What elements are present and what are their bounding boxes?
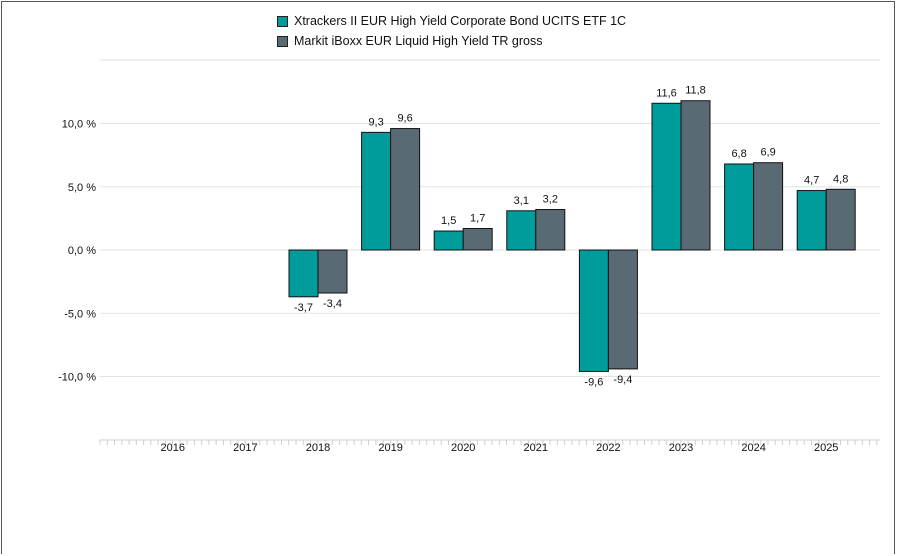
bar bbox=[724, 163, 755, 251]
y-tick-label: 5,0 % bbox=[68, 182, 96, 194]
bar bbox=[535, 209, 566, 251]
data-label: 3,2 bbox=[543, 194, 558, 206]
x-tick-label: 2017 bbox=[233, 442, 257, 454]
bar bbox=[462, 227, 493, 251]
bar bbox=[433, 230, 464, 251]
legend-item-index: Markit iBoxx EUR Liquid High Yield TR gr… bbox=[277, 31, 626, 51]
data-label: 1,7 bbox=[470, 212, 485, 224]
x-tick-label: 2021 bbox=[524, 442, 548, 454]
data-label: 6,8 bbox=[731, 148, 746, 160]
bar bbox=[680, 100, 711, 251]
data-label: 9,3 bbox=[368, 116, 383, 128]
x-tick-label: 2024 bbox=[741, 442, 765, 454]
bar bbox=[651, 102, 682, 251]
bar bbox=[578, 249, 609, 372]
x-tick-label: 2018 bbox=[306, 442, 330, 454]
bar bbox=[825, 188, 856, 251]
x-tick-label: 2020 bbox=[451, 442, 475, 454]
legend: Xtrackers II EUR High Yield Corporate Bo… bbox=[277, 11, 626, 51]
x-tick-label: 2023 bbox=[669, 442, 693, 454]
data-label: -9,6 bbox=[584, 376, 603, 388]
data-label: 11,8 bbox=[685, 85, 706, 97]
bar bbox=[288, 249, 319, 298]
legend-swatch-index bbox=[277, 35, 288, 47]
data-label: 3,1 bbox=[514, 195, 529, 207]
bar bbox=[361, 131, 392, 251]
y-tick-label: -10,0 % bbox=[58, 372, 96, 384]
data-label: -3,4 bbox=[323, 298, 342, 310]
y-tick-label: -5,0 % bbox=[64, 308, 96, 320]
y-tick-label: 0,0 % bbox=[68, 245, 96, 257]
data-label: 11,6 bbox=[656, 87, 677, 99]
data-label: 9,6 bbox=[397, 113, 412, 125]
data-label: 4,8 bbox=[833, 173, 848, 185]
data-label: 1,5 bbox=[441, 215, 456, 227]
data-label: -9,4 bbox=[613, 374, 632, 386]
legend-swatch-fund bbox=[277, 15, 288, 27]
bar bbox=[796, 190, 827, 251]
x-tick-label: 2019 bbox=[378, 442, 402, 454]
y-tick-label: 10,0 % bbox=[62, 119, 96, 131]
legend-item-fund: Xtrackers II EUR High Yield Corporate Bo… bbox=[277, 11, 626, 31]
data-label: -3,7 bbox=[294, 302, 313, 314]
legend-label-fund: Xtrackers II EUR High Yield Corporate Bo… bbox=[294, 14, 627, 28]
x-tick-label: 2016 bbox=[161, 442, 185, 454]
x-tick-label: 2025 bbox=[814, 442, 838, 454]
data-label: 4,7 bbox=[804, 175, 819, 187]
bar bbox=[390, 128, 421, 251]
bar bbox=[607, 249, 638, 370]
bar bbox=[317, 249, 348, 294]
data-label: 6,9 bbox=[760, 147, 775, 159]
legend-label-index: Markit iBoxx EUR Liquid High Yield TR gr… bbox=[294, 34, 543, 48]
x-tick-label: 2022 bbox=[596, 442, 620, 454]
bar bbox=[753, 162, 784, 251]
bar bbox=[506, 210, 537, 251]
